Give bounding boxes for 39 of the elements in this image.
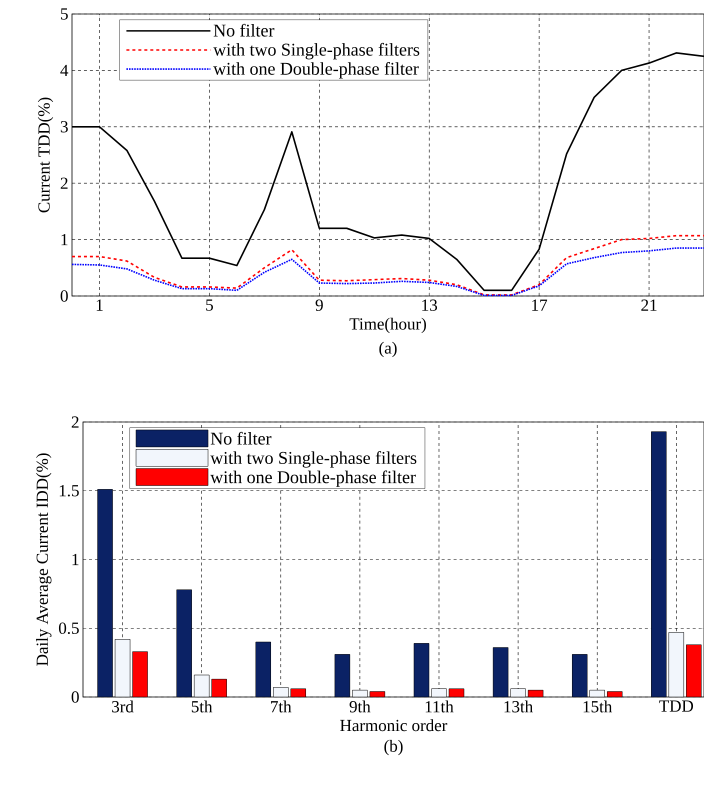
x-tick-label: TDD: [659, 700, 694, 712]
y-tick-label: 0: [72, 691, 79, 703]
x-tick-label: 15th: [584, 700, 612, 712]
legend-label: with two Single-phase filters: [210, 451, 416, 468]
x-axis-title: Time(hour): [350, 318, 426, 334]
y-tick-label: 3: [60, 121, 68, 132]
y-tick-label: 0: [60, 290, 68, 302]
y-tick-label: 5: [60, 8, 68, 20]
legend-label: with two Single-phase filters: [213, 42, 420, 60]
y-axis-title: Current TDD(%): [38, 98, 54, 212]
x-tick-label: 17: [532, 300, 548, 311]
line-series: [71, 234, 704, 296]
y-axis-title: Daily Average Current IDD(%): [36, 453, 52, 666]
legend-label: No filter: [210, 432, 272, 445]
x-tick-label: 11th: [426, 700, 454, 712]
y-tick-label: 4: [60, 64, 68, 76]
x-axis-title: Harmonic order: [340, 719, 448, 732]
line-series: [71, 247, 704, 296]
legend-label: with one Double-phase filter: [210, 470, 416, 487]
y-tick-label: 1: [72, 554, 78, 566]
x-tick-label: 7th: [271, 700, 292, 712]
x-tick-label: 5: [206, 300, 213, 311]
x-tick-label: 1: [96, 300, 103, 311]
text: (a): [379, 342, 397, 358]
y-tick-label: 1.5: [60, 485, 79, 496]
x-tick-label: 9th: [350, 700, 370, 712]
x-tick-label: 3rd: [112, 700, 134, 712]
y-tick-label: 2: [72, 416, 79, 428]
legend-label: with one Double-phase filter: [213, 62, 419, 78]
x-tick-label: 21: [641, 300, 656, 311]
y-tick-label: 1: [61, 234, 68, 246]
x-tick-label: 5th: [192, 700, 212, 712]
legend-label: No filter: [214, 24, 274, 37]
x-tick-label: 13: [422, 300, 438, 311]
x-tick-label: 9: [316, 300, 323, 311]
text: (b): [384, 740, 403, 756]
y-tick-label: 2: [60, 178, 68, 189]
x-tick-label: 13th: [504, 700, 533, 712]
y-tick-label: 0.5: [58, 622, 79, 634]
